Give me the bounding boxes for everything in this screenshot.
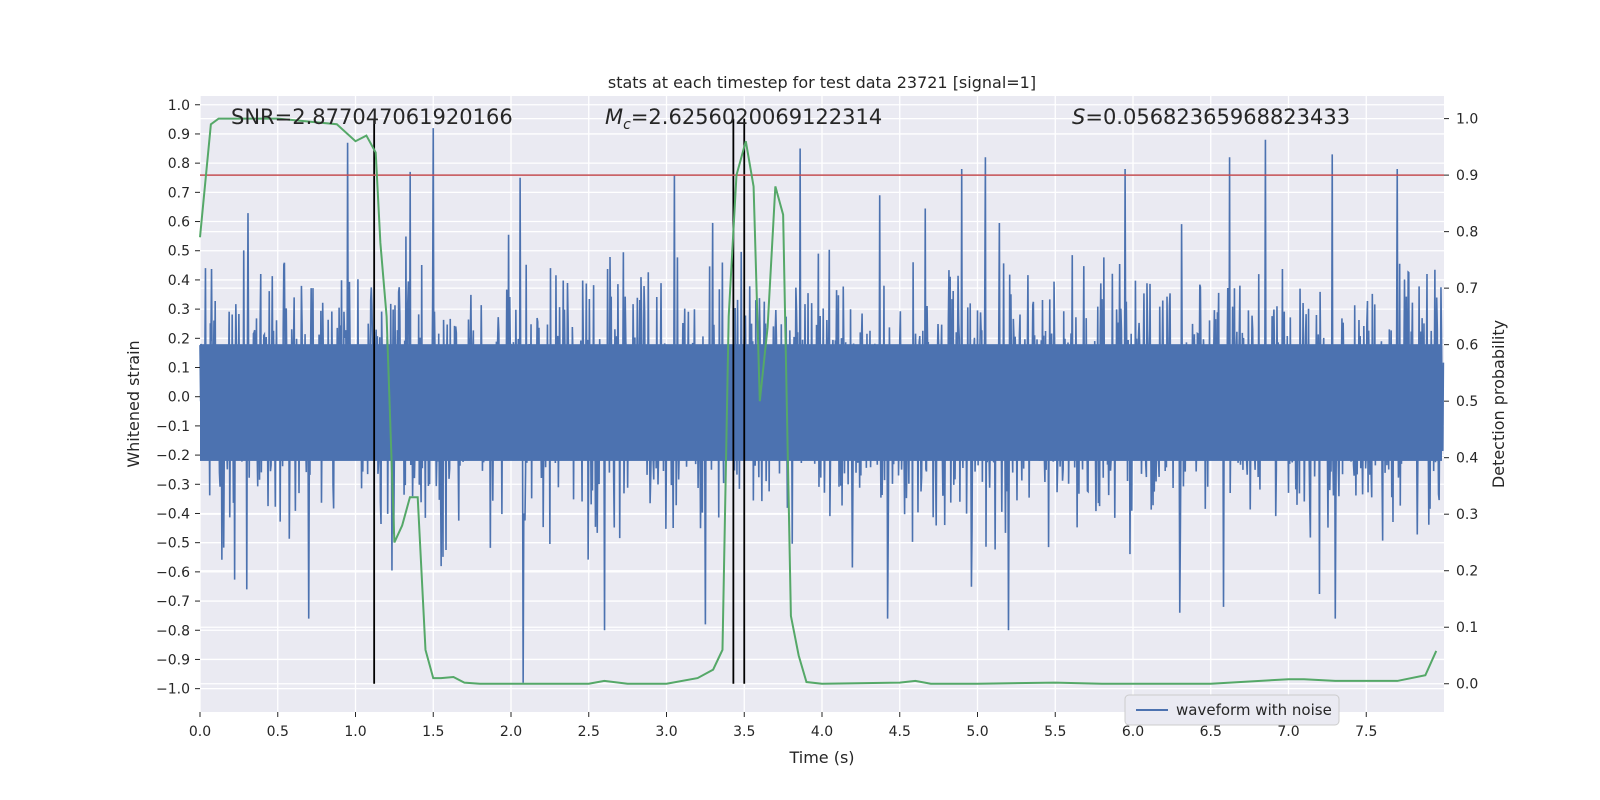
y-tick-label: 0.9 [168, 127, 190, 143]
y-tick-label: 0.1 [168, 361, 190, 377]
y-tick-label: −0.9 [156, 652, 190, 668]
waveform-series [199, 128, 1445, 683]
y-tick-label: −0.1 [156, 419, 190, 435]
vertical-markers [373, 118, 746, 684]
waveform-noise-band [200, 344, 1442, 461]
y-right-tick-label: 1.0 [1456, 112, 1478, 128]
x-tick-label: 3.0 [655, 724, 677, 740]
x-tick-label: 4.0 [811, 724, 833, 740]
y-tick-label: −0.3 [156, 477, 190, 493]
y-ticks-right: 0.0 0.1 0.2 0.3 0.4 0.5 0.6 0.7 0.8 0.9 1.0 [1444, 112, 1478, 693]
y-tick-label: 1.0 [168, 98, 190, 114]
y-ticks-left: −1.0 −0.9 −0.8 −0.7 −0.6 −0.5 −0.4 −0.3 −0.2 −0.1… [156, 98, 200, 698]
snr-annotation: SNR=2.877047061920166 [231, 105, 513, 129]
y-tick-label: 0.6 [168, 215, 190, 231]
x-tick-label: 0.0 [189, 724, 211, 740]
probability-line [199, 117, 1438, 685]
y-tick-label: 0.4 [168, 273, 190, 289]
y-right-tick-label: 0.9 [1456, 168, 1478, 184]
y-tick-label: 0.3 [168, 302, 190, 318]
probability-series [199, 117, 1438, 685]
y-right-tick-label: 0.3 [1456, 507, 1478, 523]
y-right-tick-label: 0.1 [1456, 620, 1478, 636]
chart-title: stats at each timestep for test data 237… [608, 73, 1036, 92]
x-axis-label: Time (s) [788, 748, 854, 767]
y-tick-label: −0.8 [156, 623, 190, 639]
x-tick-label: 2.0 [500, 724, 522, 740]
y-tick-label: 0.0 [168, 390, 190, 406]
y-right-tick-label: 0.4 [1456, 451, 1478, 467]
x-tick-label: 0.5 [267, 724, 289, 740]
x-tick-label: 5.0 [966, 724, 988, 740]
y-tick-label: −0.5 [156, 536, 190, 552]
y-tick-label: 0.7 [168, 185, 190, 201]
y-right-tick-label: 0.2 [1456, 564, 1478, 580]
x-tick-label: 2.5 [578, 724, 600, 740]
y-right-tick-label: 0.7 [1456, 281, 1478, 297]
x-tick-label: 7.5 [1355, 724, 1377, 740]
y-right-tick-label: 0.5 [1456, 394, 1478, 410]
chirp-mass-symbol: M [605, 105, 623, 129]
x-tick-label: 4.5 [889, 724, 911, 740]
x-tick-label: 7.0 [1277, 724, 1299, 740]
s-annotation: S=0.05682365968823433 [1072, 105, 1350, 129]
y-tick-label: −0.7 [156, 594, 190, 610]
y-right-tick-label: 0.6 [1456, 338, 1478, 354]
s-symbol: S [1072, 105, 1085, 129]
y-axis-label: Whitened strain [124, 340, 143, 467]
legend: waveform with noise [1124, 694, 1340, 726]
y-axis-label-right: Detection probability [1489, 320, 1508, 488]
y-tick-label: −0.2 [156, 448, 190, 464]
x-tick-label: 6.0 [1122, 724, 1144, 740]
legend-label: waveform with noise [1176, 701, 1332, 719]
y-tick-label: −1.0 [156, 682, 190, 698]
x-tick-label: 3.5 [733, 724, 755, 740]
s-value: =0.05682365968823433 [1085, 105, 1350, 129]
x-tick-label: 5.5 [1044, 724, 1066, 740]
legend-box [1124, 694, 1340, 726]
y-tick-label: −0.6 [156, 565, 190, 581]
chirp-mass-value: =2.6256020069122314 [631, 105, 882, 129]
y-tick-label: 0.5 [168, 244, 190, 260]
y-tick-label: −0.4 [156, 506, 190, 522]
chirp-mass-annotation: Mc=2.6256020069122314 [605, 105, 882, 133]
x-ticks: 0.0 0.5 1.0 1.5 2.0 2.5 3.0 3.5 4.0 4.5 5.0 5.5 6.0 6… [189, 712, 1377, 740]
x-tick-label: 6.5 [1200, 724, 1222, 740]
y-tick-label: 0.2 [168, 331, 190, 347]
x-tick-label: 1.0 [344, 724, 366, 740]
chirp-mass-subscript: c [623, 117, 631, 133]
y-right-tick-label: 0.8 [1456, 225, 1478, 241]
x-tick-label: 1.5 [422, 724, 444, 740]
y-tick-label: 0.8 [168, 156, 190, 172]
y-right-tick-label: 0.0 [1456, 677, 1478, 693]
